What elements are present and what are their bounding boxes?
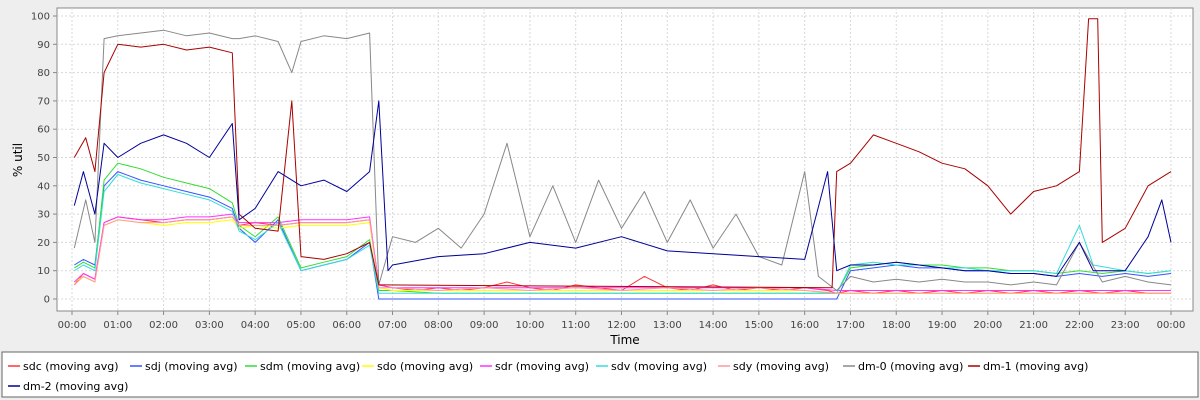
y-tick-label-4: 40 (37, 181, 50, 192)
y-axis: 0 10 20 30 40 50 60 70 80 90 100 (31, 12, 57, 306)
y-tick-label-2: 20 (37, 238, 50, 249)
x-tick-label-24: 00:00 (1157, 320, 1186, 331)
x-tick-label-13: 13:00 (653, 320, 682, 331)
x-axis-title: Time (609, 333, 639, 347)
y-tick-label-9: 90 (37, 40, 50, 51)
plot-area (56, 7, 1194, 312)
y-tick-label-6: 60 (37, 125, 50, 136)
x-tick-label-22: 22:00 (1065, 320, 1094, 331)
legend-label-9: dm-2 (moving avg) (23, 380, 128, 393)
series-line-6 (73, 216, 1171, 294)
series-line-5 (74, 174, 1172, 294)
series-line-7 (73, 29, 1172, 291)
x-axis: 00:00 01:00 02:00 03:00 04:00 05:00 06:00 07:00… (58, 311, 1186, 331)
x-tick-label-23: 23:00 (1111, 320, 1140, 331)
y-tick-label-7: 70 (37, 96, 50, 107)
x-tick-label-16: 16:00 (790, 320, 819, 331)
x-tick-label-15: 15:00 (744, 320, 773, 331)
legend-label-8: dm-1 (moving avg) (983, 360, 1088, 373)
x-tick-label-7: 07:00 (378, 320, 407, 331)
y-axis-title: % util (11, 143, 25, 177)
x-tick-label-17: 17:00 (836, 320, 865, 331)
legend-label-1: sdj (moving avg) (145, 360, 238, 373)
legend-label-5: sdv (moving avg) (611, 360, 707, 373)
y-tick-label-10: 100 (31, 12, 50, 23)
legend-label-0: sdc (moving avg) (23, 360, 119, 373)
x-tick-label-4: 04:00 (241, 320, 270, 331)
y-tick-label-5: 50 (37, 153, 50, 164)
x-tick-label-1: 01:00 (103, 320, 132, 331)
x-tick-label-11: 11:00 (561, 320, 590, 331)
y-tick-label-3: 30 (37, 210, 50, 221)
x-tick-label-14: 14:00 (699, 320, 728, 331)
x-tick-label-9: 09:00 (470, 320, 499, 331)
legend-box (1, 351, 1199, 398)
x-tick-label-12: 12:00 (607, 320, 636, 331)
x-tick-label-20: 20:00 (973, 320, 1002, 331)
x-tick-label-19: 19:00 (928, 320, 957, 331)
y-tick-label-0: 0 (44, 295, 50, 306)
y-tick-label-1: 10 (37, 266, 50, 277)
legend: sdc (moving avg) sdj (moving avg) sdm (mov… (8, 360, 1088, 393)
x-tick-label-5: 05:00 (287, 320, 316, 331)
x-tick-label-6: 06:00 (332, 320, 361, 331)
legend-label-3: sdo (moving avg) (377, 360, 473, 373)
x-tick-label-8: 08:00 (424, 320, 453, 331)
x-tick-label-3: 03:00 (195, 320, 224, 331)
x-tick-label-2: 02:00 (149, 320, 178, 331)
y-tick-label-8: 80 (37, 68, 50, 79)
x-tick-label-0: 00:00 (58, 320, 87, 331)
series-lines (73, 18, 1172, 300)
legend-label-7: dm-0 (moving avg) (858, 360, 963, 373)
x-tick-label-10: 10:00 (516, 320, 545, 331)
legend-label-2: sdm (moving avg) (260, 360, 360, 373)
legend-label-4: sdr (moving avg) (495, 360, 589, 373)
series-line-8 (73, 18, 1172, 289)
legend-label-6: sdy (moving avg) (733, 360, 829, 373)
series-line-9 (73, 100, 1172, 277)
x-tick-label-21: 21:00 (1019, 320, 1048, 331)
x-tick-label-18: 18:00 (882, 320, 911, 331)
